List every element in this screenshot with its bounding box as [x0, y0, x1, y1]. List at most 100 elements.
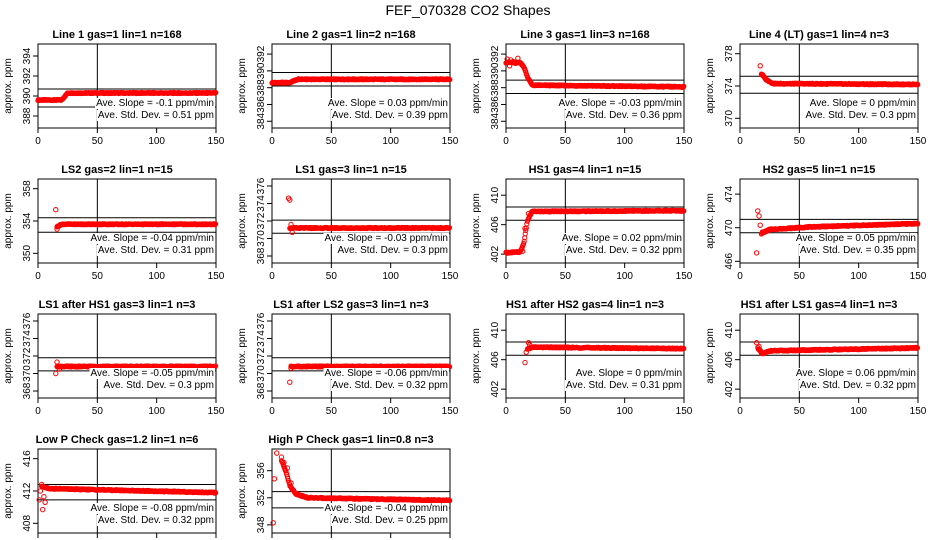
y-tick-label: 352 [256, 489, 267, 506]
data-point [213, 363, 219, 369]
data-point [271, 476, 278, 482]
y-tick-label: 470 [724, 219, 735, 236]
slope-annotation: Ave. Slope = 0.02 ppm/min [562, 233, 682, 244]
data-point [681, 345, 687, 352]
data-point [447, 497, 453, 504]
data-series [753, 340, 921, 357]
annotation-background [102, 380, 215, 391]
data-series [503, 207, 687, 256]
y-axis-label: approx. ppm [237, 328, 248, 384]
y-axis-label: approx. ppm [237, 463, 248, 519]
data-point [53, 207, 59, 213]
data-series [285, 195, 453, 236]
y-tick-label: 402 [490, 380, 501, 397]
x-tick-label: 0 [269, 136, 275, 147]
chart-panel: LS1 after LS2 gas=3 lin=1 n=3 approx. ppm… [234, 270, 468, 417]
slope-annotation: Ave. Slope = 0 ppm/min [810, 98, 916, 109]
y-axis-label: approx. ppm [237, 193, 248, 249]
data-point [56, 366, 63, 372]
panel-title: HS1 after LS1 gas=4 lin=1 n=3 [741, 299, 898, 311]
data-series [757, 63, 921, 88]
annotation-background [89, 233, 215, 244]
y-axis-label: approx. ppm [3, 58, 14, 114]
data-point [757, 63, 763, 69]
x-tick-label: 100 [148, 136, 165, 147]
data-series [35, 89, 219, 104]
y-tick-label: 388 [22, 107, 33, 124]
x-tick-label: 0 [269, 406, 275, 417]
slope-annotation: Ave. Slope = -0.1 ppm/min [96, 98, 214, 109]
x-tick-label: 100 [850, 271, 867, 282]
data-series [36, 481, 219, 513]
stddev-annotation: Ave. Std. Dev. = 0.25 ppm [332, 515, 448, 526]
annotation-background [96, 245, 215, 256]
annotation-background [557, 98, 683, 109]
annotation-background [574, 368, 683, 379]
chart-panel: HS1 after HS2 gas=4 lin=1 n=3 approx. ppm… [468, 270, 702, 417]
x-tick-label: 0 [737, 271, 743, 282]
x-tick-label: 0 [737, 406, 743, 417]
y-axis-label: approx. ppm [471, 58, 482, 114]
data-point [753, 250, 760, 256]
y-tick-label: 374 [256, 195, 267, 212]
y-tick-label: 370 [724, 110, 735, 127]
y-tick-label: 372 [22, 347, 33, 364]
y-axis-label: approx. ppm [471, 328, 482, 384]
x-tick-label: 0 [503, 136, 509, 147]
data-point [288, 365, 294, 371]
panel-title: Line 1 gas=1 lin=1 n=168 [52, 29, 181, 41]
y-tick-label: 374 [256, 330, 267, 347]
y-tick-label: 410 [490, 186, 501, 203]
y-tick-label: 390 [256, 62, 267, 79]
data-point [287, 379, 293, 385]
data-point [506, 63, 513, 69]
data-point [512, 60, 519, 66]
y-tick-label: 368 [22, 382, 33, 399]
x-tick-label: 50 [560, 136, 572, 147]
panel-title: Line 3 gas=1 lin=3 n=168 [520, 29, 649, 41]
chart-panel: High P Check gas=1 lin=0.8 n=3 approx. pp… [234, 405, 468, 540]
annotation-background [794, 368, 917, 379]
annotation-background [798, 380, 917, 391]
chart-panel: HS1 gas=4 lin=1 n=15 approx. ppm 0 50 100 150… [468, 135, 702, 282]
stddev-annotation: Ave. Std. Dev. = 0.32 ppm [332, 380, 448, 391]
y-tick-label: 376 [22, 312, 33, 329]
data-point [281, 459, 287, 466]
data-point [765, 78, 772, 84]
y-tick-label: 406 [490, 351, 501, 368]
data-point [759, 229, 766, 235]
data-point [756, 213, 762, 219]
x-tick-label: 50 [794, 406, 806, 417]
data-point [288, 221, 294, 228]
data-point [446, 225, 453, 231]
data-point [757, 222, 763, 228]
y-tick-label: 370 [256, 365, 267, 382]
panel-title: HS1 gas=4 lin=1 n=15 [529, 164, 642, 176]
y-tick-label: 412 [22, 482, 33, 499]
slope-annotation: Ave. Slope = -0.05 ppm/min [91, 368, 215, 379]
data-point [40, 506, 46, 513]
x-tick-label: 0 [269, 271, 275, 282]
annotation-background [808, 98, 917, 109]
panel-title: HS1 after HS2 gas=4 lin=1 n=3 [506, 299, 664, 311]
y-tick-label: 392 [256, 45, 267, 62]
y-tick-label: 370 [256, 230, 267, 247]
data-point [519, 248, 526, 254]
stddev-annotation: Ave. Std. Dev. = 0.3 ppm [337, 245, 448, 256]
y-tick-label: 372 [256, 212, 267, 229]
data-point [509, 250, 515, 256]
data-series [270, 450, 453, 526]
y-tick-label: 374 [724, 77, 735, 94]
y-tick-label: 386 [256, 96, 267, 113]
x-tick-label: 150 [208, 406, 225, 417]
y-tick-label: 376 [256, 312, 267, 329]
data-point [42, 499, 48, 506]
y-axis-label: approx. ppm [237, 58, 248, 114]
stddev-annotation: Ave. Std. Dev. = 0.3 ppm [103, 380, 214, 391]
x-tick-label: 150 [910, 271, 927, 282]
